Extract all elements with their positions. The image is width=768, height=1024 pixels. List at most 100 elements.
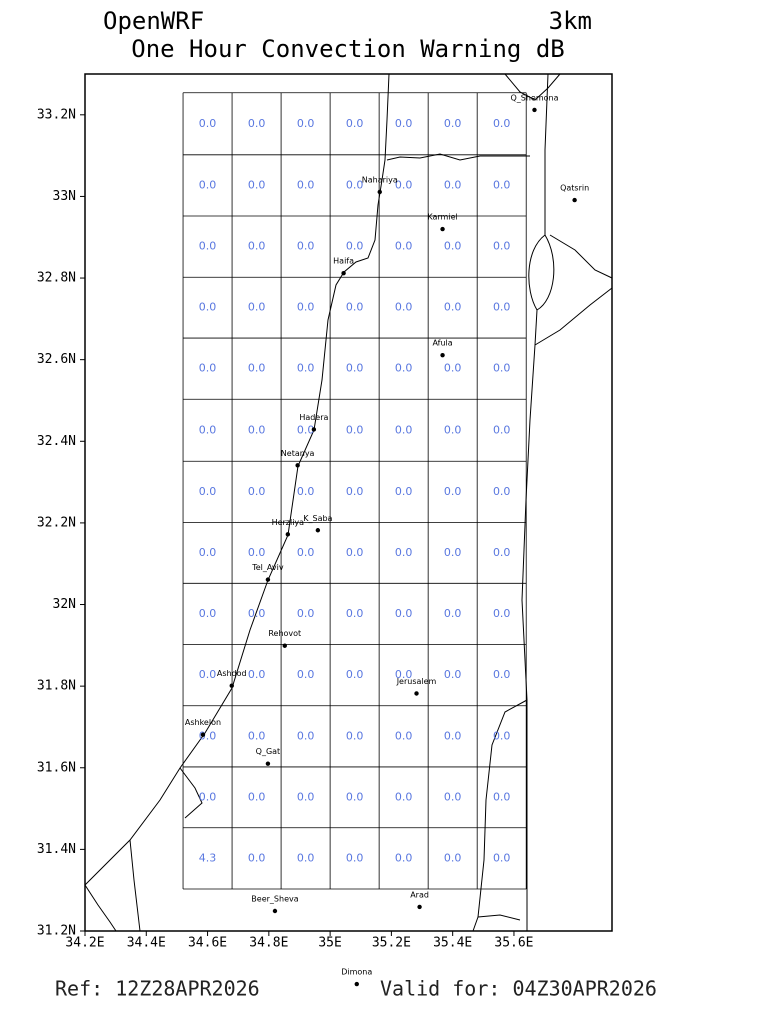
city-marker bbox=[315, 528, 321, 533]
cell-value: 0.0 bbox=[346, 178, 364, 191]
cell-value: 0.0 bbox=[395, 117, 413, 130]
gaza-border bbox=[179, 767, 203, 819]
cell-value: 0.0 bbox=[248, 301, 266, 314]
x-tick-label: 34.8E bbox=[249, 936, 288, 951]
subtitle: One Hour Convection Warning dB bbox=[131, 35, 564, 63]
city-label: Herzliya bbox=[272, 518, 305, 527]
cell-value: 0.0 bbox=[248, 607, 266, 620]
cell-value: 0.0 bbox=[297, 851, 315, 864]
cell-value: 0.0 bbox=[346, 790, 364, 803]
cell-value: 0.0 bbox=[395, 851, 413, 864]
cell-value: 0.0 bbox=[297, 790, 315, 803]
cell-value: 0.0 bbox=[297, 301, 315, 314]
cell-value: 0.0 bbox=[199, 117, 217, 130]
cell-value: 0.0 bbox=[395, 178, 413, 191]
city-label: Beer_Sheva bbox=[251, 895, 298, 904]
cell-value: 0.0 bbox=[199, 362, 217, 375]
y-tick-label: 31.6N bbox=[37, 760, 76, 775]
cell-value: 0.0 bbox=[346, 546, 364, 559]
cell-value: 0.0 bbox=[395, 546, 413, 559]
city-marker bbox=[417, 904, 422, 910]
cell-value: 0.0 bbox=[248, 546, 266, 559]
cell-value: 0.0 bbox=[493, 117, 511, 130]
y-tick-label: 31.8N bbox=[37, 679, 76, 694]
city-label: Rehovot bbox=[268, 629, 301, 638]
cell-value: 0.0 bbox=[444, 178, 462, 191]
eastern-border bbox=[521, 309, 538, 931]
cell-value: 0.0 bbox=[395, 729, 413, 742]
city-label: Arad bbox=[410, 890, 429, 899]
city-label: Qatsrin bbox=[560, 184, 589, 193]
egypt-border bbox=[84, 884, 117, 932]
cell-value: 0.0 bbox=[395, 301, 413, 314]
cell-value: 0.0 bbox=[297, 729, 315, 742]
cell-value: 0.0 bbox=[444, 485, 462, 498]
cell-value: 0.0 bbox=[346, 485, 364, 498]
city-label: Q_Gat bbox=[256, 747, 281, 756]
cell-value: 0.0 bbox=[444, 546, 462, 559]
cell-value: 0.0 bbox=[395, 485, 413, 498]
lake bbox=[528, 234, 555, 311]
city-marker bbox=[377, 189, 382, 195]
title: OpenWRF bbox=[103, 7, 204, 35]
cell-value: 0.0 bbox=[346, 851, 364, 864]
cell-value: 0.0 bbox=[297, 362, 315, 375]
y-tick-label: 33N bbox=[53, 189, 76, 204]
cell-value: 0.0 bbox=[248, 851, 266, 864]
cell-value: 0.0 bbox=[248, 668, 266, 681]
cell-value: 0.0 bbox=[199, 423, 217, 436]
cell-value: 0.0 bbox=[493, 301, 511, 314]
city-label: Nahariya bbox=[362, 175, 398, 184]
cell-value: 0.0 bbox=[493, 790, 511, 803]
cell-value: 0.0 bbox=[346, 607, 364, 620]
city-label: Haifa bbox=[333, 257, 354, 266]
cell-value: 0.0 bbox=[444, 607, 462, 620]
city-label: Ashkelon bbox=[185, 718, 221, 727]
cell-value: 0.0 bbox=[444, 423, 462, 436]
cell-value: 0.0 bbox=[395, 607, 413, 620]
cell-value: 0.0 bbox=[346, 362, 364, 375]
cell-value: 0.0 bbox=[199, 668, 217, 681]
cell-value: 0.0 bbox=[444, 729, 462, 742]
cell-value: 0.0 bbox=[199, 607, 217, 620]
city-marker bbox=[200, 732, 206, 737]
cell-value: 0.0 bbox=[395, 240, 413, 253]
cell-value: 0.0 bbox=[346, 240, 364, 253]
cell-value: 0.0 bbox=[297, 607, 315, 620]
cell-value: 0.0 bbox=[199, 301, 217, 314]
cell-value: 0.0 bbox=[346, 301, 364, 314]
city-label: Dimona bbox=[341, 968, 372, 977]
x-tick-label: 35.6E bbox=[494, 936, 533, 951]
northern-border bbox=[504, 73, 561, 101]
cell-value: 0.0 bbox=[297, 178, 315, 191]
cell-value: 0.0 bbox=[248, 729, 266, 742]
golan-border bbox=[549, 234, 613, 279]
ref-time: Ref: 12Z28APR2026 bbox=[55, 977, 260, 1001]
cell-value: 0.0 bbox=[248, 178, 266, 191]
cell-value: 0.0 bbox=[297, 117, 315, 130]
cell-value: 0.0 bbox=[444, 117, 462, 130]
city-label: Tel_Aviv bbox=[251, 563, 284, 572]
city-marker bbox=[265, 761, 271, 766]
x-tick-label: 34.2E bbox=[65, 936, 104, 951]
x-tick-label: 34.6E bbox=[188, 936, 227, 951]
cell-value: 0.0 bbox=[493, 178, 511, 191]
egypt-border bbox=[129, 839, 141, 932]
city-marker bbox=[341, 270, 346, 276]
cell-value: 0.0 bbox=[444, 301, 462, 314]
cell-value: 0.0 bbox=[297, 546, 315, 559]
city-label: Ashdod bbox=[217, 669, 247, 678]
cell-value: 0.0 bbox=[493, 668, 511, 681]
city-marker bbox=[532, 107, 537, 113]
cell-value: 0.0 bbox=[297, 423, 315, 436]
cell-value: 0.0 bbox=[395, 362, 413, 375]
cell-value: 0.0 bbox=[493, 546, 511, 559]
city-marker bbox=[295, 463, 300, 468]
city-marker bbox=[285, 532, 291, 537]
cell-value: 0.0 bbox=[493, 851, 511, 864]
cell-value: 0.0 bbox=[199, 240, 217, 253]
city-label: Netanya bbox=[281, 449, 315, 458]
resolution: 3km bbox=[549, 7, 592, 35]
cell-value: 0.0 bbox=[346, 117, 364, 130]
city-marker bbox=[354, 981, 359, 987]
